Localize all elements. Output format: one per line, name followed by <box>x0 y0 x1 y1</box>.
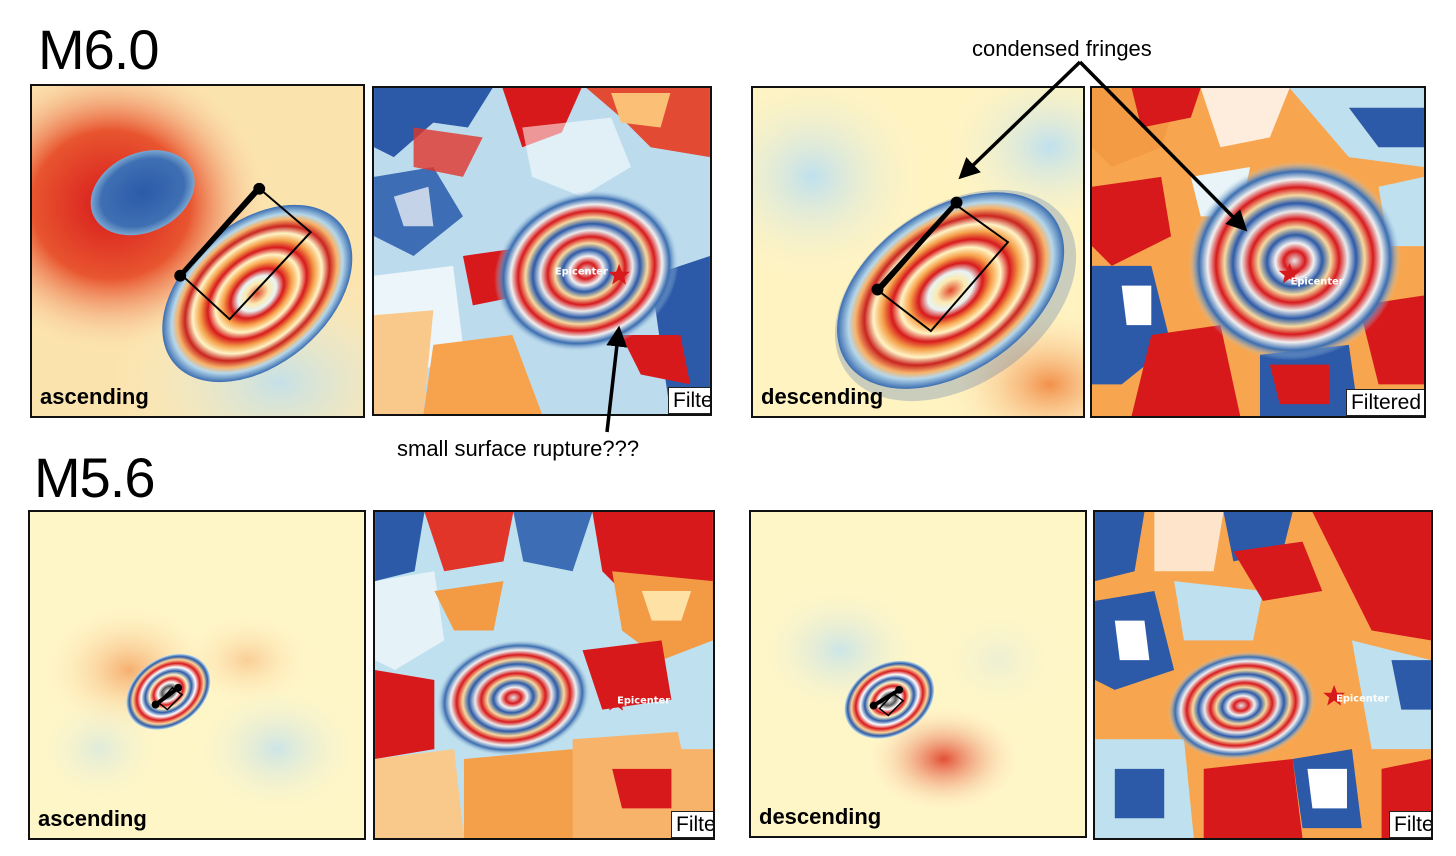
bottom-descending-label: descending <box>759 804 882 829</box>
top-ascending-observed-panel: Epicenter Filtered <box>372 86 712 416</box>
bottom-ascending-observed-panel: Epicenter Filtered <box>373 510 715 840</box>
title-m60: M6.0 <box>38 18 159 81</box>
condensed-fringes-annotation: condensed fringes <box>972 36 1152 61</box>
surface-rupture-annotation: small surface rupture??? <box>397 436 640 461</box>
bottom-descending-model-panel: descending <box>749 510 1087 838</box>
bottom-ascending-model-image <box>30 512 364 838</box>
top-ascending-filtered-tag: Filtered <box>668 387 710 414</box>
top-descending-model-panel: descending <box>751 86 1085 418</box>
top-ascending-epicenter-label: Epicenter <box>555 267 608 278</box>
bottom-descending-model-image <box>751 512 1085 836</box>
top-ascending-label: ascending <box>40 384 149 409</box>
bottom-descending-filtered-tag: Filtered <box>1389 811 1431 838</box>
top-descending-observed-image: Epicenter <box>1092 88 1424 416</box>
bottom-descending-epicenter-label: Epicenter <box>1336 694 1389 705</box>
bottom-ascending-filtered-tag: Filtered <box>671 811 713 838</box>
title-m56: M5.6 <box>34 446 155 509</box>
bottom-ascending-observed-image: Epicenter <box>375 512 713 838</box>
top-ascending-model-image <box>32 86 363 416</box>
top-descending-model-image <box>753 88 1083 416</box>
top-ascending-observed-image: Epicenter <box>374 88 710 414</box>
top-descending-filtered-tag: Filtered <box>1345 389 1424 416</box>
bottom-descending-observed-image: Epicenter <box>1095 512 1431 838</box>
top-descending-epicenter-label: Epicenter <box>1291 277 1344 288</box>
bottom-ascending-epicenter-label: Epicenter <box>617 696 670 707</box>
bottom-descending-observed-panel: Epicenter Filtered <box>1093 510 1433 840</box>
top-descending-observed-panel: Epicenter Filtered <box>1090 86 1426 418</box>
bottom-ascending-label: ascending <box>38 806 147 831</box>
bottom-ascending-model-panel: ascending <box>28 510 366 840</box>
top-descending-label: descending <box>761 384 884 409</box>
top-ascending-model-panel: ascending <box>30 84 365 418</box>
